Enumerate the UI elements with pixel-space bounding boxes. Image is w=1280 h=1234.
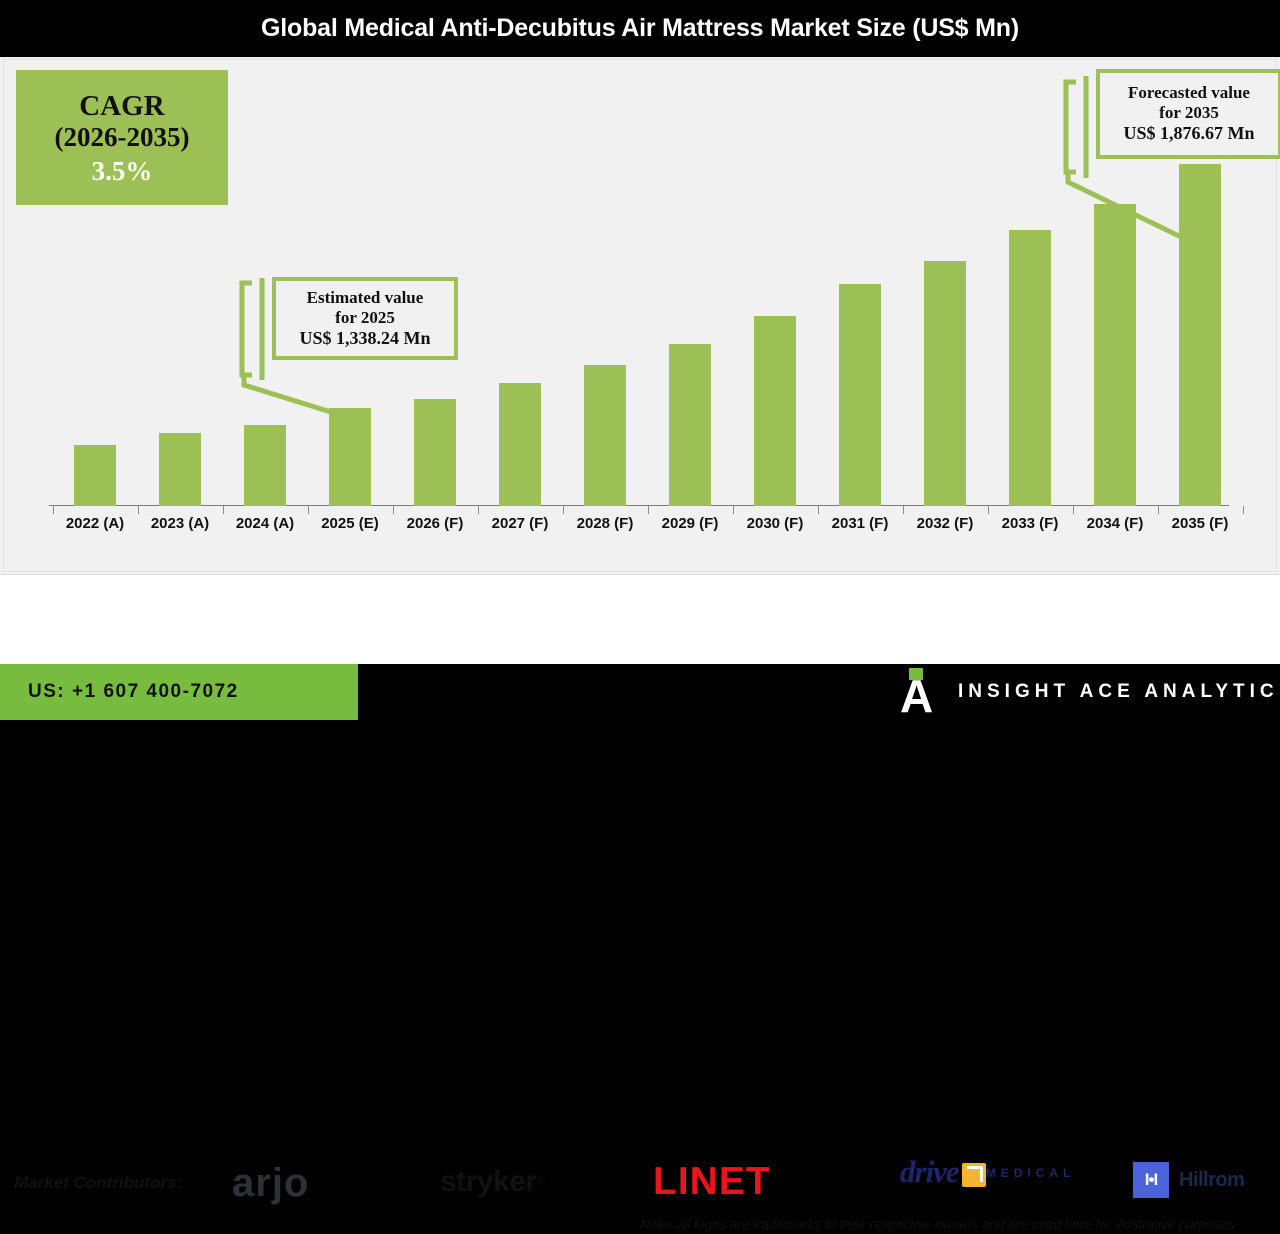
bar-2027 xyxy=(499,383,541,506)
x-axis-tick xyxy=(988,506,989,514)
cagr-label: CAGR xyxy=(79,89,165,122)
estimated-callout-line2: for 2025 xyxy=(335,307,395,327)
x-axis-label-2023: 2023 (A) xyxy=(150,515,210,532)
hillrom-mark-icon: I•I xyxy=(1133,1162,1169,1198)
bars-layer xyxy=(4,60,1278,506)
bar-2030 xyxy=(754,316,796,506)
brand-letter: A xyxy=(900,669,934,722)
x-axis-label-2033: 2033 (F) xyxy=(1001,515,1059,532)
title-bar: Global Medical Anti-Decubitus Air Mattre… xyxy=(0,0,1280,57)
x-axis-tick xyxy=(478,506,479,514)
market-contributors-strip: Market Contributors: arjo stryker ® LINET… xyxy=(0,574,1280,1232)
chart-area: CAGR (2026-2035) 3.5% 2022 (A) 2023 (A) 20… xyxy=(3,59,1280,573)
x-axis-tick xyxy=(563,506,564,514)
x-axis-label-2031: 2031 (F) xyxy=(831,515,889,532)
x-axis-tick xyxy=(733,506,734,514)
page-title: Global Medical Anti-Decubitus Air Mattre… xyxy=(261,14,1019,42)
x-axis-label-2032: 2032 (F) xyxy=(916,515,974,532)
x-axis-tick xyxy=(648,506,649,514)
forecast-callout-value: US$ 1,876.67 Mn xyxy=(1123,123,1255,144)
estimated-callout-value: US$ 1,338.24 Mn xyxy=(299,327,431,348)
chart-panel: CAGR (2026-2035) 3.5% 2022 (A) 2023 (A) 20… xyxy=(0,57,1280,574)
plot-area: 2022 (A) 2023 (A) 2024 (A) 2025 (E) 2026 (F)… xyxy=(4,60,1280,573)
x-axis-label-2026: 2026 (F) xyxy=(406,515,464,532)
footer-bar: US: +1 607 400-7072 A INSIGHT ACE ANALYT… xyxy=(0,664,1280,720)
x-axis-tick xyxy=(1158,506,1159,514)
logo-arjo-text: arjo xyxy=(232,1161,310,1205)
bar-2033 xyxy=(1009,230,1051,506)
bar-2031 xyxy=(839,284,881,506)
forecast-callout-line2: for 2035 xyxy=(1159,103,1219,123)
x-axis-label-2024: 2024 (A) xyxy=(235,515,295,532)
market-contributors-label: Market Contributors: xyxy=(14,1173,183,1192)
logo-stryker-text: stryker xyxy=(440,1165,537,1198)
x-axis-label-2030: 2030 (F) xyxy=(746,515,804,532)
x-axis-tick xyxy=(308,506,309,514)
bar-2024 xyxy=(244,425,286,506)
logo-linet-text: LINET xyxy=(653,1160,771,1203)
bar-2022 xyxy=(74,445,116,506)
logo-drive-medical: drive MEDICAL xyxy=(900,1154,1070,1189)
x-axis-label-2025: 2025 (E) xyxy=(321,515,379,532)
cagr-period: (2026-2035) xyxy=(54,122,190,153)
x-axis-tick xyxy=(53,506,54,514)
x-axis-label-2034: 2034 (F) xyxy=(1086,515,1144,532)
x-axis-tick xyxy=(1073,506,1074,514)
logo-arjo: arjo xyxy=(232,1161,309,1206)
bar-2025 xyxy=(329,408,371,506)
logo-hillrom: I•I Hillrom xyxy=(1133,1162,1245,1198)
logo-linet: LINET xyxy=(653,1160,771,1204)
drive-square-icon xyxy=(961,1163,986,1188)
logo-stryker: stryker ® xyxy=(440,1165,545,1199)
x-axis-line xyxy=(49,505,1229,506)
logo-hillrom-text: Hillrom xyxy=(1179,1168,1245,1191)
x-axis-label-2022: 2022 (A) xyxy=(65,515,125,532)
x-axis-label-2035: 2035 (F) xyxy=(1171,515,1229,532)
bar-2034 xyxy=(1094,204,1136,506)
cagr-value: 3.5% xyxy=(91,155,153,186)
footer-phone-block: US: +1 607 400-7072 xyxy=(0,664,358,720)
logo-drive-subtext: MEDICAL xyxy=(985,1165,1076,1180)
x-axis-label-2029: 2029 (F) xyxy=(661,515,719,532)
x-axis-label-2027: 2027 (F) xyxy=(491,515,549,532)
x-axis-tick xyxy=(903,506,904,514)
x-axis-tick xyxy=(138,506,139,514)
bar-2029 xyxy=(669,344,711,506)
forecast-callout-line1: Forecasted value xyxy=(1128,83,1250,103)
x-axis-tick xyxy=(393,506,394,514)
logo-trademark-note: Note- all logos are trademarks of their … xyxy=(640,1217,1235,1232)
x-axis-tick xyxy=(1243,506,1244,514)
brand-block: A INSIGHT ACE ANALYTIC xyxy=(900,664,1279,720)
brand-name: INSIGHT ACE ANALYTIC xyxy=(958,681,1279,702)
logo-drive-text: drive xyxy=(900,1154,960,1189)
estimated-callout-line1: Estimated value xyxy=(306,287,424,307)
logo-stryker-registered: ® xyxy=(536,1176,545,1188)
cagr-badge: CAGR (2026-2035) 3.5% xyxy=(16,70,228,205)
x-axis-tick xyxy=(818,506,819,514)
bar-2035 xyxy=(1179,164,1221,506)
x-axis-tick xyxy=(223,506,224,514)
insight-ace-logo-icon: A xyxy=(900,668,940,722)
forecasted-value-callout: Forecasted value for 2035 US$ 1,876.67 M… xyxy=(1096,69,1280,159)
bar-2026 xyxy=(414,399,456,506)
brand-accent-square xyxy=(909,668,923,680)
bar-2032 xyxy=(924,261,966,506)
x-axis-labels: 2022 (A) 2023 (A) 2024 (A) 2025 (E) 2026 (F)… xyxy=(4,515,1278,555)
x-axis-label-2028: 2028 (F) xyxy=(576,515,634,532)
bar-2028 xyxy=(584,365,626,506)
estimated-value-callout: Estimated value for 2025 US$ 1,338.24 Mn xyxy=(272,277,458,360)
bar-2023 xyxy=(159,433,201,506)
footer-phone-number[interactable]: US: +1 607 400-7072 xyxy=(28,681,239,702)
